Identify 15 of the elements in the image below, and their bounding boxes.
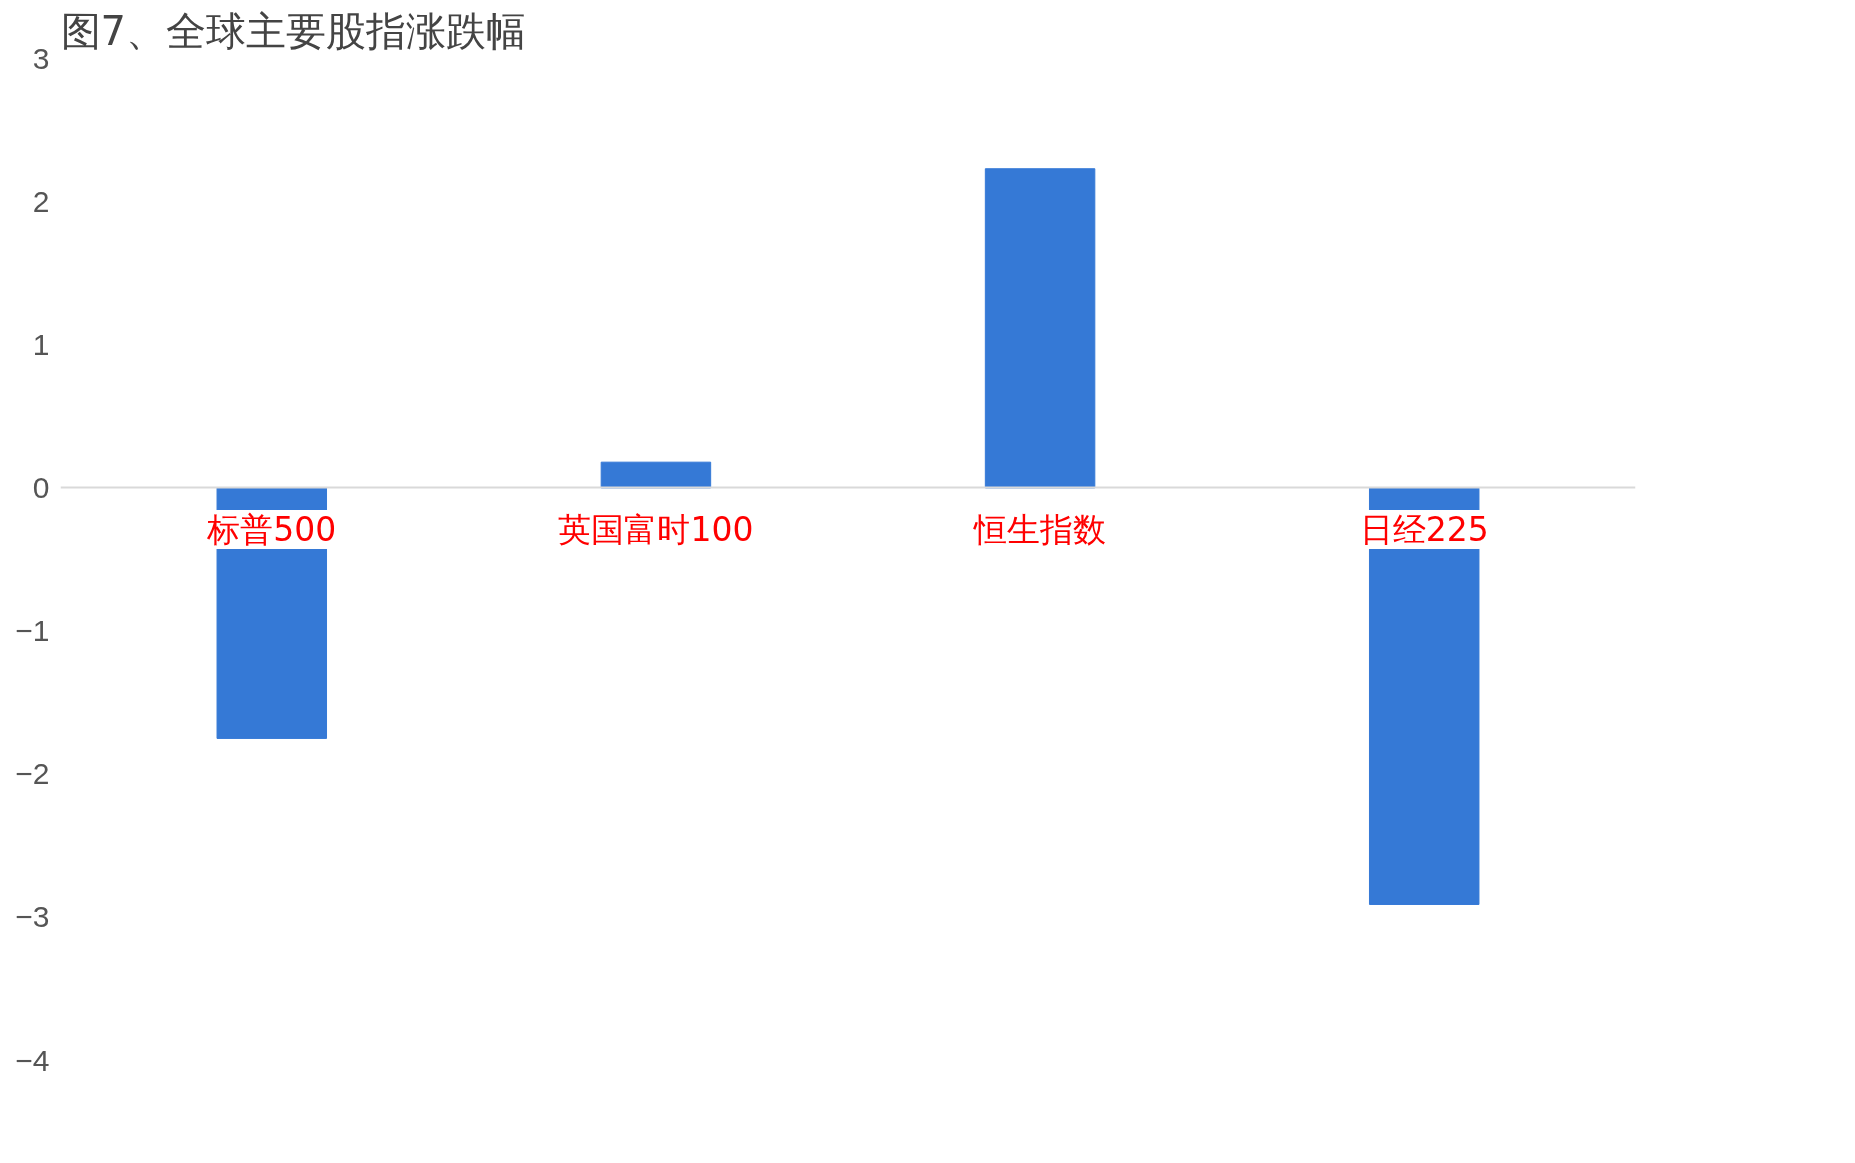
- bar: [600, 461, 712, 489]
- y-tick-label: −3: [15, 900, 50, 934]
- y-tick-label: −1: [15, 614, 50, 648]
- x-tick-label: 恒生指数: [973, 509, 1107, 549]
- x-tick-label: 标普500: [206, 509, 337, 549]
- chart-title: 图7、全球主要股指涨跌幅: [60, 7, 526, 54]
- y-tick-label: −4: [15, 1043, 50, 1077]
- x-tick-label: 英国富时100: [558, 509, 754, 549]
- y-tick-label: 2: [32, 184, 50, 218]
- y-tick-label: 3: [32, 41, 50, 75]
- x-tick-label: 日经225: [1359, 509, 1489, 549]
- y-tick-label: 0: [32, 470, 50, 504]
- y-tick-label: −2: [15, 757, 50, 791]
- bar: [984, 168, 1096, 489]
- y-tick-label: 1: [32, 327, 50, 361]
